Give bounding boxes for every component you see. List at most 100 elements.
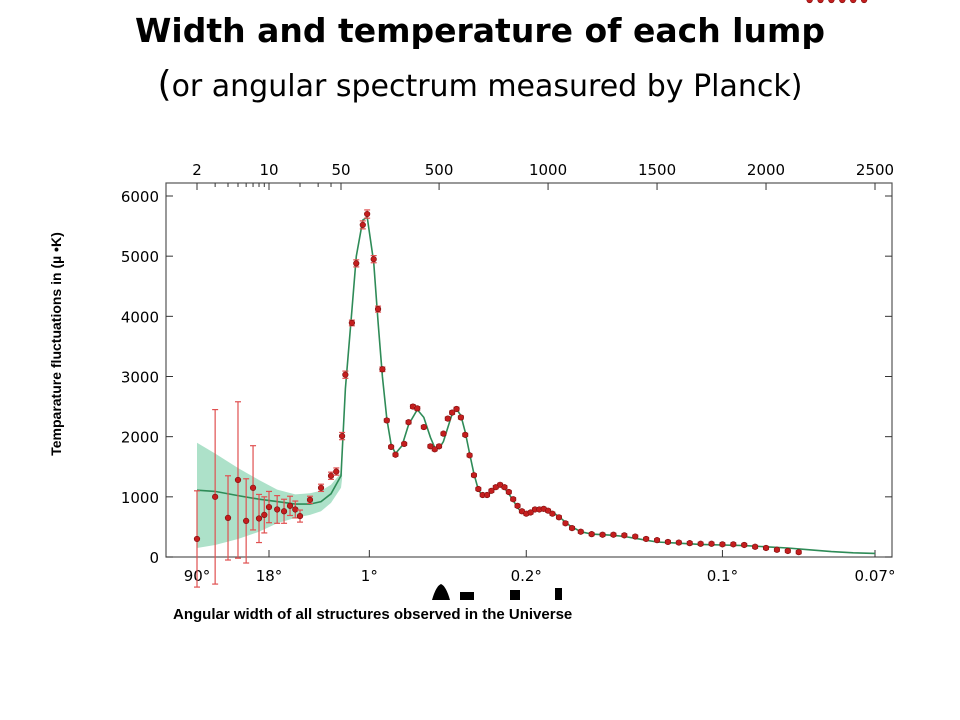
data-point <box>653 537 661 544</box>
x-bottom-tick-label: 0.1° <box>707 567 738 585</box>
data-point <box>577 528 584 535</box>
data-point <box>374 306 382 313</box>
x-top-tick-label: 2500 <box>856 161 894 179</box>
data-point <box>475 485 482 493</box>
data-point <box>338 432 346 440</box>
x-top-tick-label: 1500 <box>638 161 676 179</box>
data-point <box>861 0 868 4</box>
data-point <box>327 472 335 479</box>
x-bottom-tick-label: 18° <box>256 567 283 585</box>
data-point <box>292 506 299 513</box>
data-point <box>588 531 595 538</box>
y-tick-label: 4000 <box>121 308 159 326</box>
data-point <box>265 503 273 511</box>
x-top-tick-label: 2000 <box>747 161 785 179</box>
data-point <box>274 506 281 513</box>
data-point <box>730 541 737 548</box>
data-point <box>444 415 451 422</box>
y-tick-label: 0 <box>149 549 159 567</box>
data-point <box>193 535 201 543</box>
data-point <box>549 510 556 517</box>
data-point <box>817 0 824 4</box>
data-point <box>420 423 427 431</box>
data-point <box>483 491 491 499</box>
data-point <box>795 549 802 556</box>
data-point <box>370 256 377 263</box>
data-point <box>379 366 386 373</box>
y-tick-label: 5000 <box>121 248 159 266</box>
data-point <box>664 538 672 546</box>
data-point <box>501 484 508 491</box>
y-tick-label: 2000 <box>121 429 159 447</box>
data-point <box>555 514 563 521</box>
data-point <box>212 493 219 500</box>
x-top-tick-label: 10 <box>259 161 278 179</box>
data-point <box>643 535 650 543</box>
data-point <box>675 539 682 546</box>
data-point <box>286 502 294 509</box>
data-point <box>359 221 366 228</box>
data-point <box>621 532 628 539</box>
subtitle-paren: ( <box>157 64 172 105</box>
data-point <box>839 0 846 4</box>
data-point <box>296 512 304 520</box>
data-point <box>249 484 257 491</box>
data-point <box>224 514 232 521</box>
x-axis-label: Angular width of all structures observed… <box>173 606 573 623</box>
data-point <box>414 405 421 412</box>
data-point <box>255 515 263 522</box>
data-point <box>261 511 268 518</box>
data-point <box>348 319 355 327</box>
data-point <box>510 496 517 503</box>
page-subtitle: (or angular spectrum measured by Planck) <box>0 62 960 110</box>
data-point <box>514 502 521 509</box>
data-point <box>435 443 443 450</box>
data-point <box>828 0 835 4</box>
data-point <box>383 417 390 424</box>
data-point <box>610 531 617 538</box>
data-point <box>234 476 242 484</box>
data-point <box>353 260 360 267</box>
data-point <box>388 443 395 450</box>
data-point <box>453 405 460 413</box>
data-point <box>806 0 813 4</box>
y-tick-label: 3000 <box>121 369 159 387</box>
data-point <box>342 371 349 378</box>
data-point <box>850 0 857 4</box>
data-point <box>568 525 576 532</box>
x-bottom-tick-label: 0.2° <box>511 567 542 585</box>
data-point <box>405 419 412 426</box>
page-title: Width and temperature of each lump <box>135 11 825 50</box>
y-tick-label: 1000 <box>121 489 159 507</box>
data-point <box>562 520 569 527</box>
x-top-tick-label: 50 <box>331 161 350 179</box>
data-point <box>784 547 791 555</box>
data-point <box>632 533 639 540</box>
data-point <box>280 508 288 515</box>
data-point <box>440 430 447 437</box>
data-point <box>364 210 371 218</box>
plot-frame <box>165 182 893 558</box>
data-point <box>243 517 250 525</box>
data-point <box>599 531 606 538</box>
data-point <box>719 541 726 548</box>
data-point <box>470 472 478 479</box>
data-point <box>457 414 464 421</box>
data-point <box>741 541 748 549</box>
data-point <box>752 543 759 550</box>
y-axis-label: Temparature fluctuations in (µ •K) <box>48 232 64 456</box>
data-point <box>466 452 473 459</box>
data-point <box>462 431 469 438</box>
data-point <box>401 440 408 447</box>
data-point <box>505 488 512 496</box>
data-point <box>333 468 340 475</box>
data-point <box>708 540 715 547</box>
data-point <box>686 540 693 547</box>
x-top-tick-label: 2 <box>192 161 202 179</box>
y-tick-label: 6000 <box>121 188 159 206</box>
cropped-axis-caption <box>432 584 562 600</box>
subtitle-text: or angular spectrum measured by Planck) <box>171 69 803 104</box>
x-bottom-tick-label: 0.07° <box>855 567 896 585</box>
data-point <box>773 546 781 553</box>
x-bottom-tick-label: 1° <box>361 567 378 585</box>
